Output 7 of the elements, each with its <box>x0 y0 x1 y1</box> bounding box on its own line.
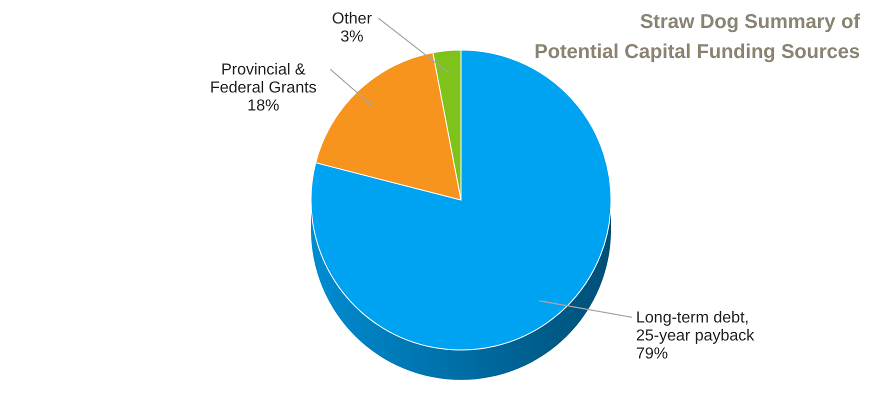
data-label: 18% <box>247 97 280 114</box>
data-label: 79% <box>636 345 668 362</box>
slice-label: Provincial & Federal Grants <box>210 61 317 96</box>
text: Straw Dog Summary of Potential Capital Funding Sources <box>534 11 860 63</box>
data-label: 3% <box>340 28 364 46</box>
slice-label: Other <box>332 10 373 28</box>
slice-label: Long-term debt, 25-year payback <box>636 309 756 344</box>
